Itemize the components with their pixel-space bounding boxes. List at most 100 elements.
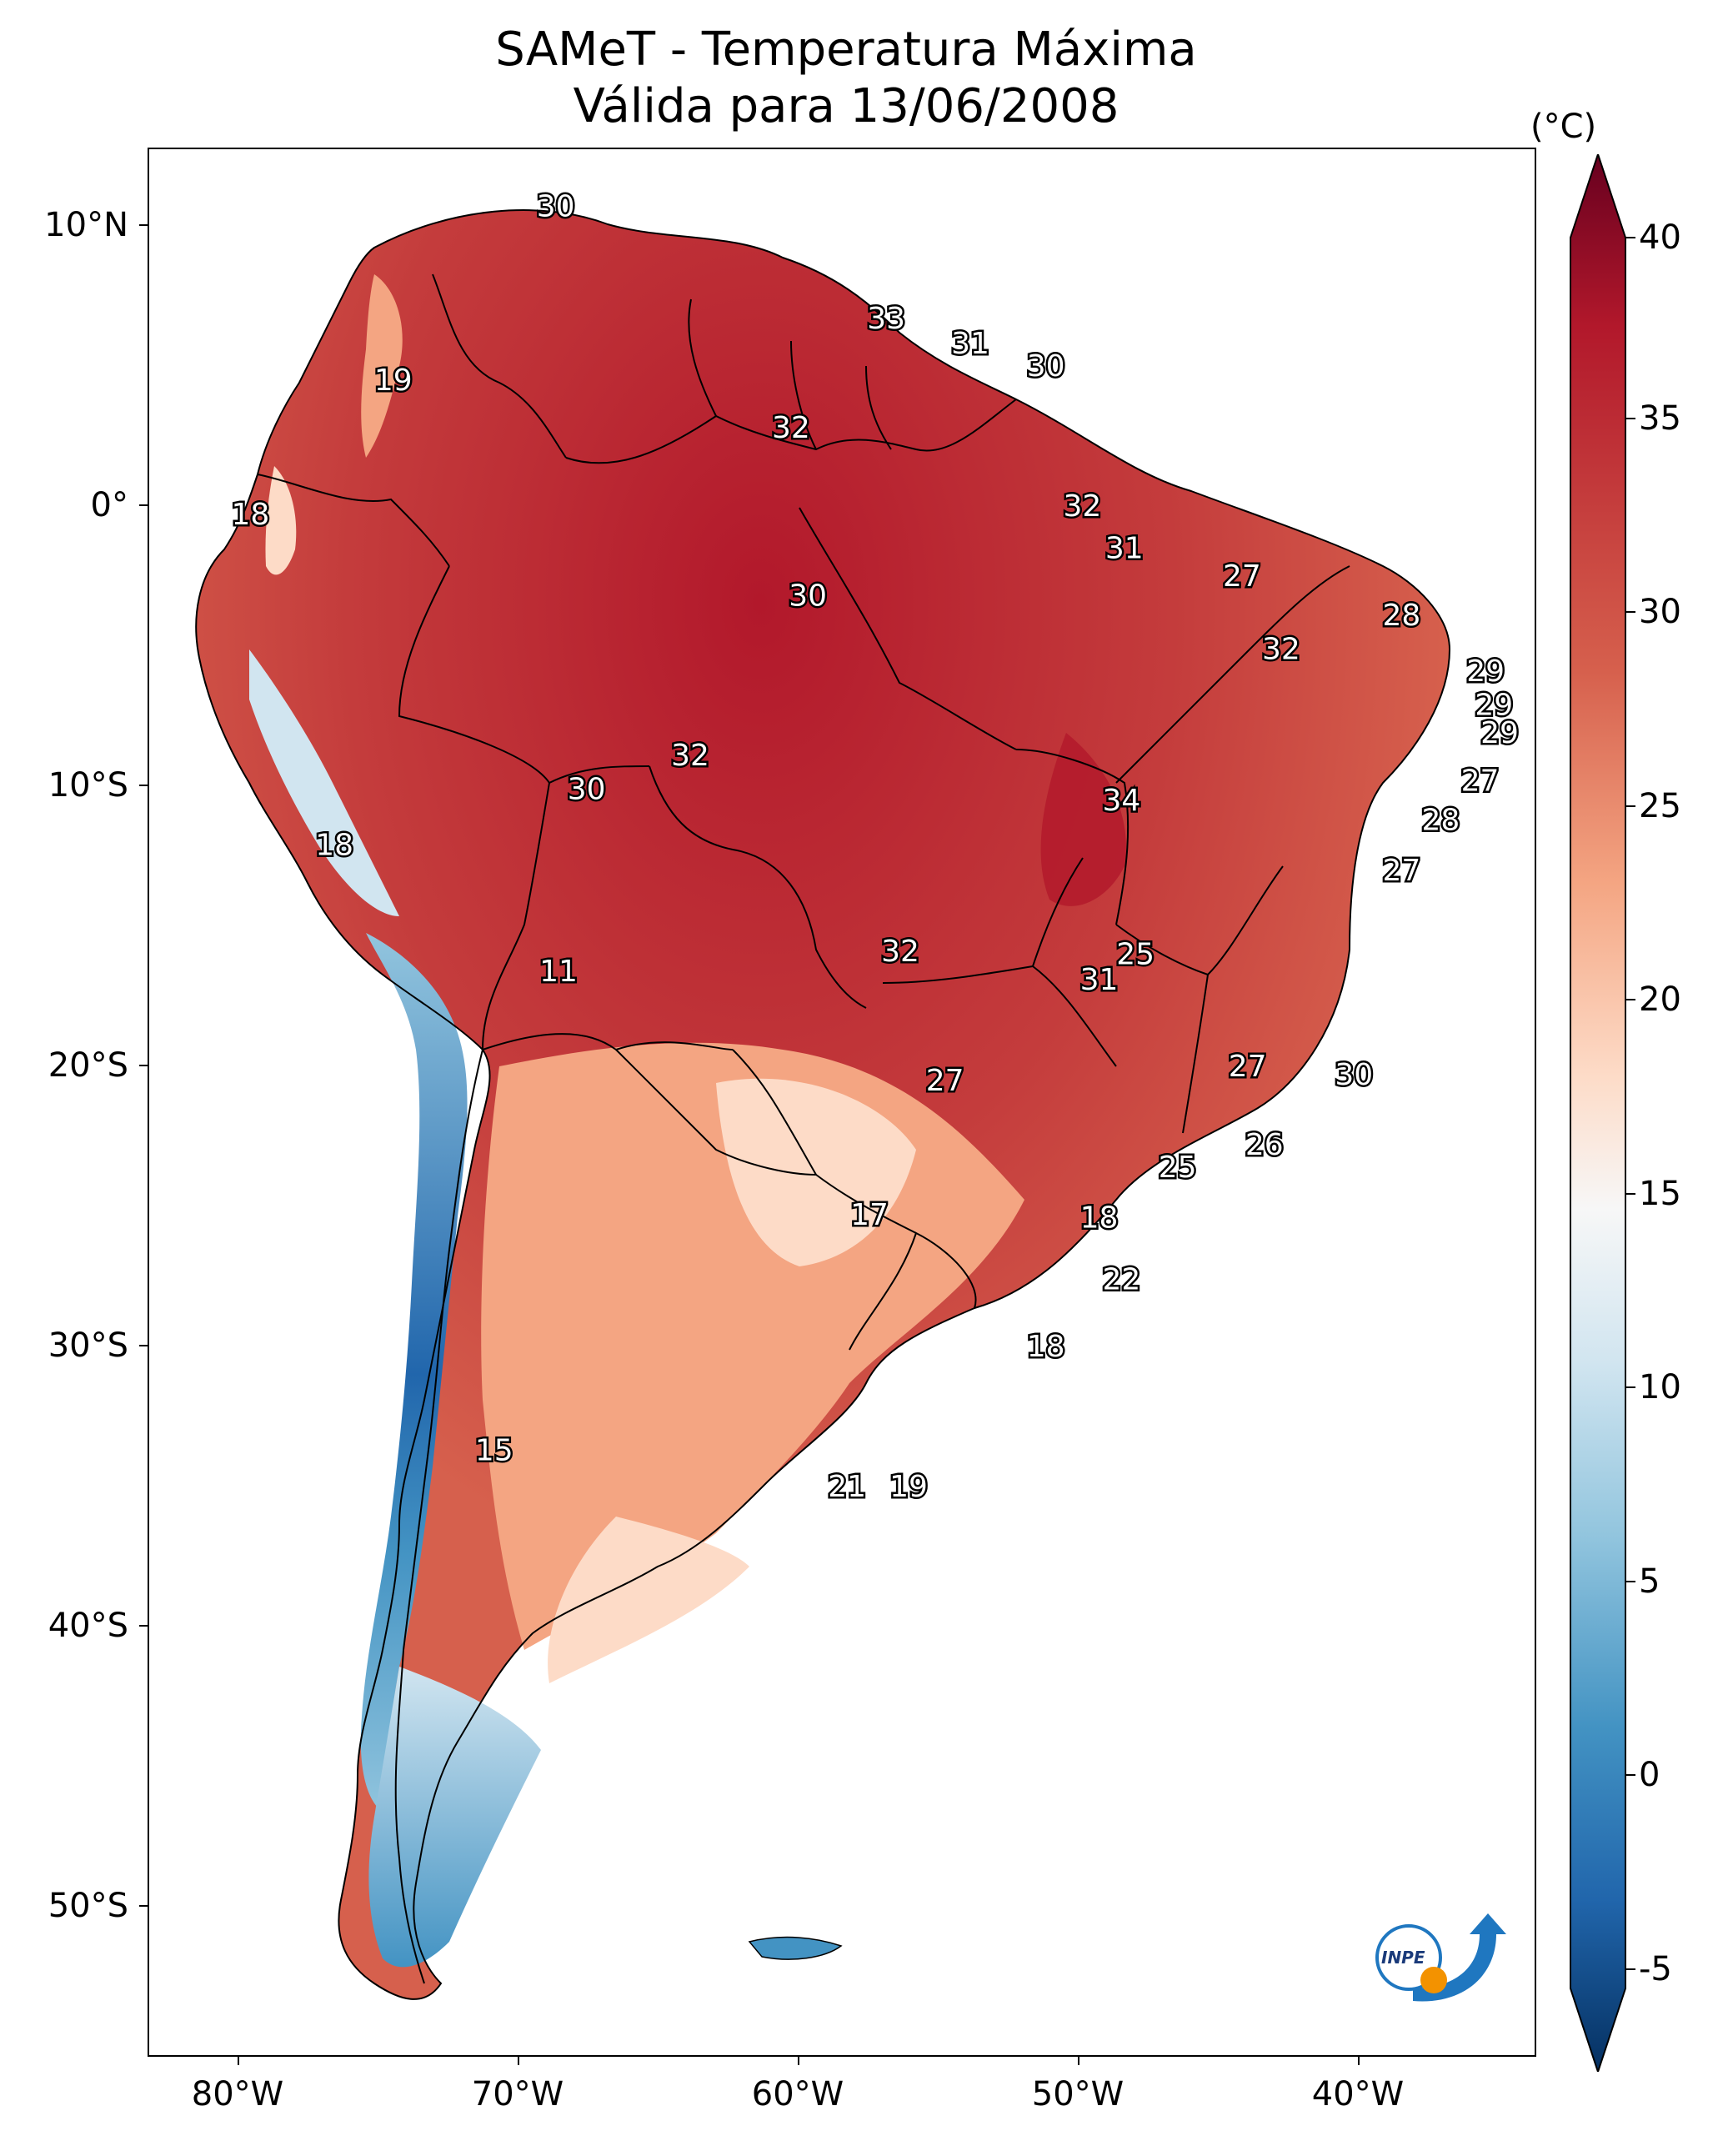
border-argentina-brazil	[815, 1174, 917, 1234]
contour-label: 32	[1063, 489, 1101, 524]
border-argentina-paraguay	[615, 1049, 817, 1176]
colorbar-tickmark	[1625, 611, 1635, 613]
contour-label: 18	[1027, 1330, 1065, 1364]
border-brazil-states-1	[799, 507, 1017, 750]
border-brazil-states-4	[1115, 565, 1350, 784]
contour-label: 33	[867, 302, 905, 336]
contour-label: 29	[1475, 689, 1513, 723]
contour-label: 27	[1229, 1050, 1267, 1084]
border-colombia-ecuador-peru	[257, 474, 450, 567]
colorbar-tick: 35	[1639, 399, 1681, 438]
colorbar-unit: (°C)	[1530, 108, 1597, 146]
lat-tickmark	[139, 785, 148, 786]
colorbar-tickmark	[1625, 805, 1635, 807]
border-chile-argentina	[394, 1049, 483, 1984]
colorbar-tickmark	[1625, 237, 1635, 238]
colorbar-tick: 30	[1639, 593, 1681, 631]
border-bolivia-brazil	[649, 765, 867, 1009]
contour-label: 19	[374, 364, 413, 398]
colorbar-tickmark	[1625, 1386, 1635, 1388]
contour-label: 18	[1080, 1201, 1119, 1235]
contour-label: 11	[539, 955, 578, 989]
lon-tick-50w: 50°W	[1031, 2075, 1124, 2113]
lat-tick-30s: 30°S	[48, 1326, 128, 1365]
contour-label: 27	[1461, 764, 1500, 798]
colorbar-tick: 0	[1639, 1756, 1660, 1794]
contour-label: 22	[1102, 1262, 1140, 1296]
lat-tick-20s: 20°S	[48, 1046, 128, 1085]
border-brazil-north	[565, 399, 1017, 464]
contour-label: 17	[850, 1198, 889, 1232]
map-title-line2: Válida para 13/06/2008	[573, 79, 1119, 133]
lat-tickmark	[139, 504, 148, 506]
peru-andes-cool	[249, 649, 399, 916]
contour-label: 32	[671, 739, 709, 773]
contour-label: 32	[772, 411, 810, 445]
border-colombia-venezuela	[432, 273, 567, 459]
colorbar-tick: 20	[1639, 980, 1681, 1019]
colorbar-tickmark	[1625, 1193, 1635, 1195]
lon-tick-40w: 40°W	[1311, 2075, 1405, 2113]
contour-label: 27	[926, 1064, 964, 1098]
border-brazil-states-2	[1015, 749, 1129, 925]
contour-label: 19	[889, 1470, 928, 1504]
colorbar-tick: -5	[1639, 1950, 1672, 1988]
contour-label: 34	[1102, 784, 1140, 818]
contour-label: 28	[1382, 599, 1420, 633]
contour-label: 29	[1480, 716, 1519, 750]
contour-label: 30	[568, 772, 606, 806]
lat-tickmark	[139, 1905, 148, 1907]
border-uruguay	[849, 1231, 977, 1351]
lat-tick-10n: 10°N	[44, 206, 128, 244]
lat-tickmark	[139, 1625, 148, 1627]
contour-label: 32	[1262, 632, 1300, 666]
contour-label: 28	[1421, 803, 1460, 837]
contour-label: 30	[789, 579, 827, 614]
border-brazil-states-6	[882, 965, 1117, 1067]
colorbar	[1570, 154, 1626, 2072]
contour-label: 32	[881, 935, 919, 969]
contour-label: 27	[1382, 854, 1420, 888]
inpe-logo-text: INPE	[1381, 1948, 1425, 1968]
lon-tick-70w: 70°W	[471, 2075, 564, 2113]
patagonia-mild-region	[548, 1517, 749, 1683]
lon-tick-60w: 60°W	[751, 2075, 844, 2113]
lat-tickmark	[139, 1065, 148, 1066]
lat-tick-0: 0°	[90, 486, 128, 524]
inpe-logo: INPE	[1375, 1913, 1506, 2002]
contour-label: 30	[1027, 349, 1065, 384]
border-paraguay-brazil	[732, 1049, 817, 1176]
border-bolivia-paraguay	[482, 1033, 734, 1051]
country-borders	[195, 209, 1451, 2000]
contour-label: 18	[315, 829, 353, 863]
lon-tickmark	[238, 2057, 239, 2065]
border-venezuela-guyana	[688, 298, 717, 417]
contour-label: 26	[1245, 1128, 1284, 1162]
contour-label: 25	[1159, 1151, 1197, 1185]
andes-cold-band	[360, 933, 468, 1817]
map-area: 30 33 31 30 19 32 18 32 31 27 30 28 32 29 29 29 32 27 30 34…	[148, 148, 1536, 2057]
colorbar-tickmark	[1625, 1581, 1635, 1582]
colorbar-tickmark	[1625, 999, 1635, 1000]
colorbar-tick: 5	[1639, 1562, 1660, 1601]
central-brazil-hot	[1040, 733, 1126, 906]
border-brazil-states-5	[1182, 974, 1209, 1134]
border-brazil-states-3	[1115, 865, 1284, 976]
lon-tickmark	[1078, 2057, 1079, 2065]
contour-label: 18	[231, 498, 269, 532]
lon-tick-80w: 80°W	[191, 2075, 284, 2113]
lat-tick-10s: 10°S	[48, 766, 128, 805]
lat-tickmark	[139, 224, 148, 226]
contour-label: 31	[951, 327, 989, 361]
colorbar-tick: 10	[1639, 1368, 1681, 1406]
ecuador-cool	[265, 466, 297, 575]
contour-label: 31	[1105, 531, 1144, 565]
patagonia-cold	[368, 1667, 541, 1968]
lon-tickmark	[1358, 2057, 1360, 2065]
contour-label: 29	[1466, 654, 1505, 689]
border-brazil-states-7	[1032, 857, 1084, 967]
border-suriname-fguiana	[865, 365, 892, 450]
contour-label: 30	[1335, 1058, 1373, 1092]
